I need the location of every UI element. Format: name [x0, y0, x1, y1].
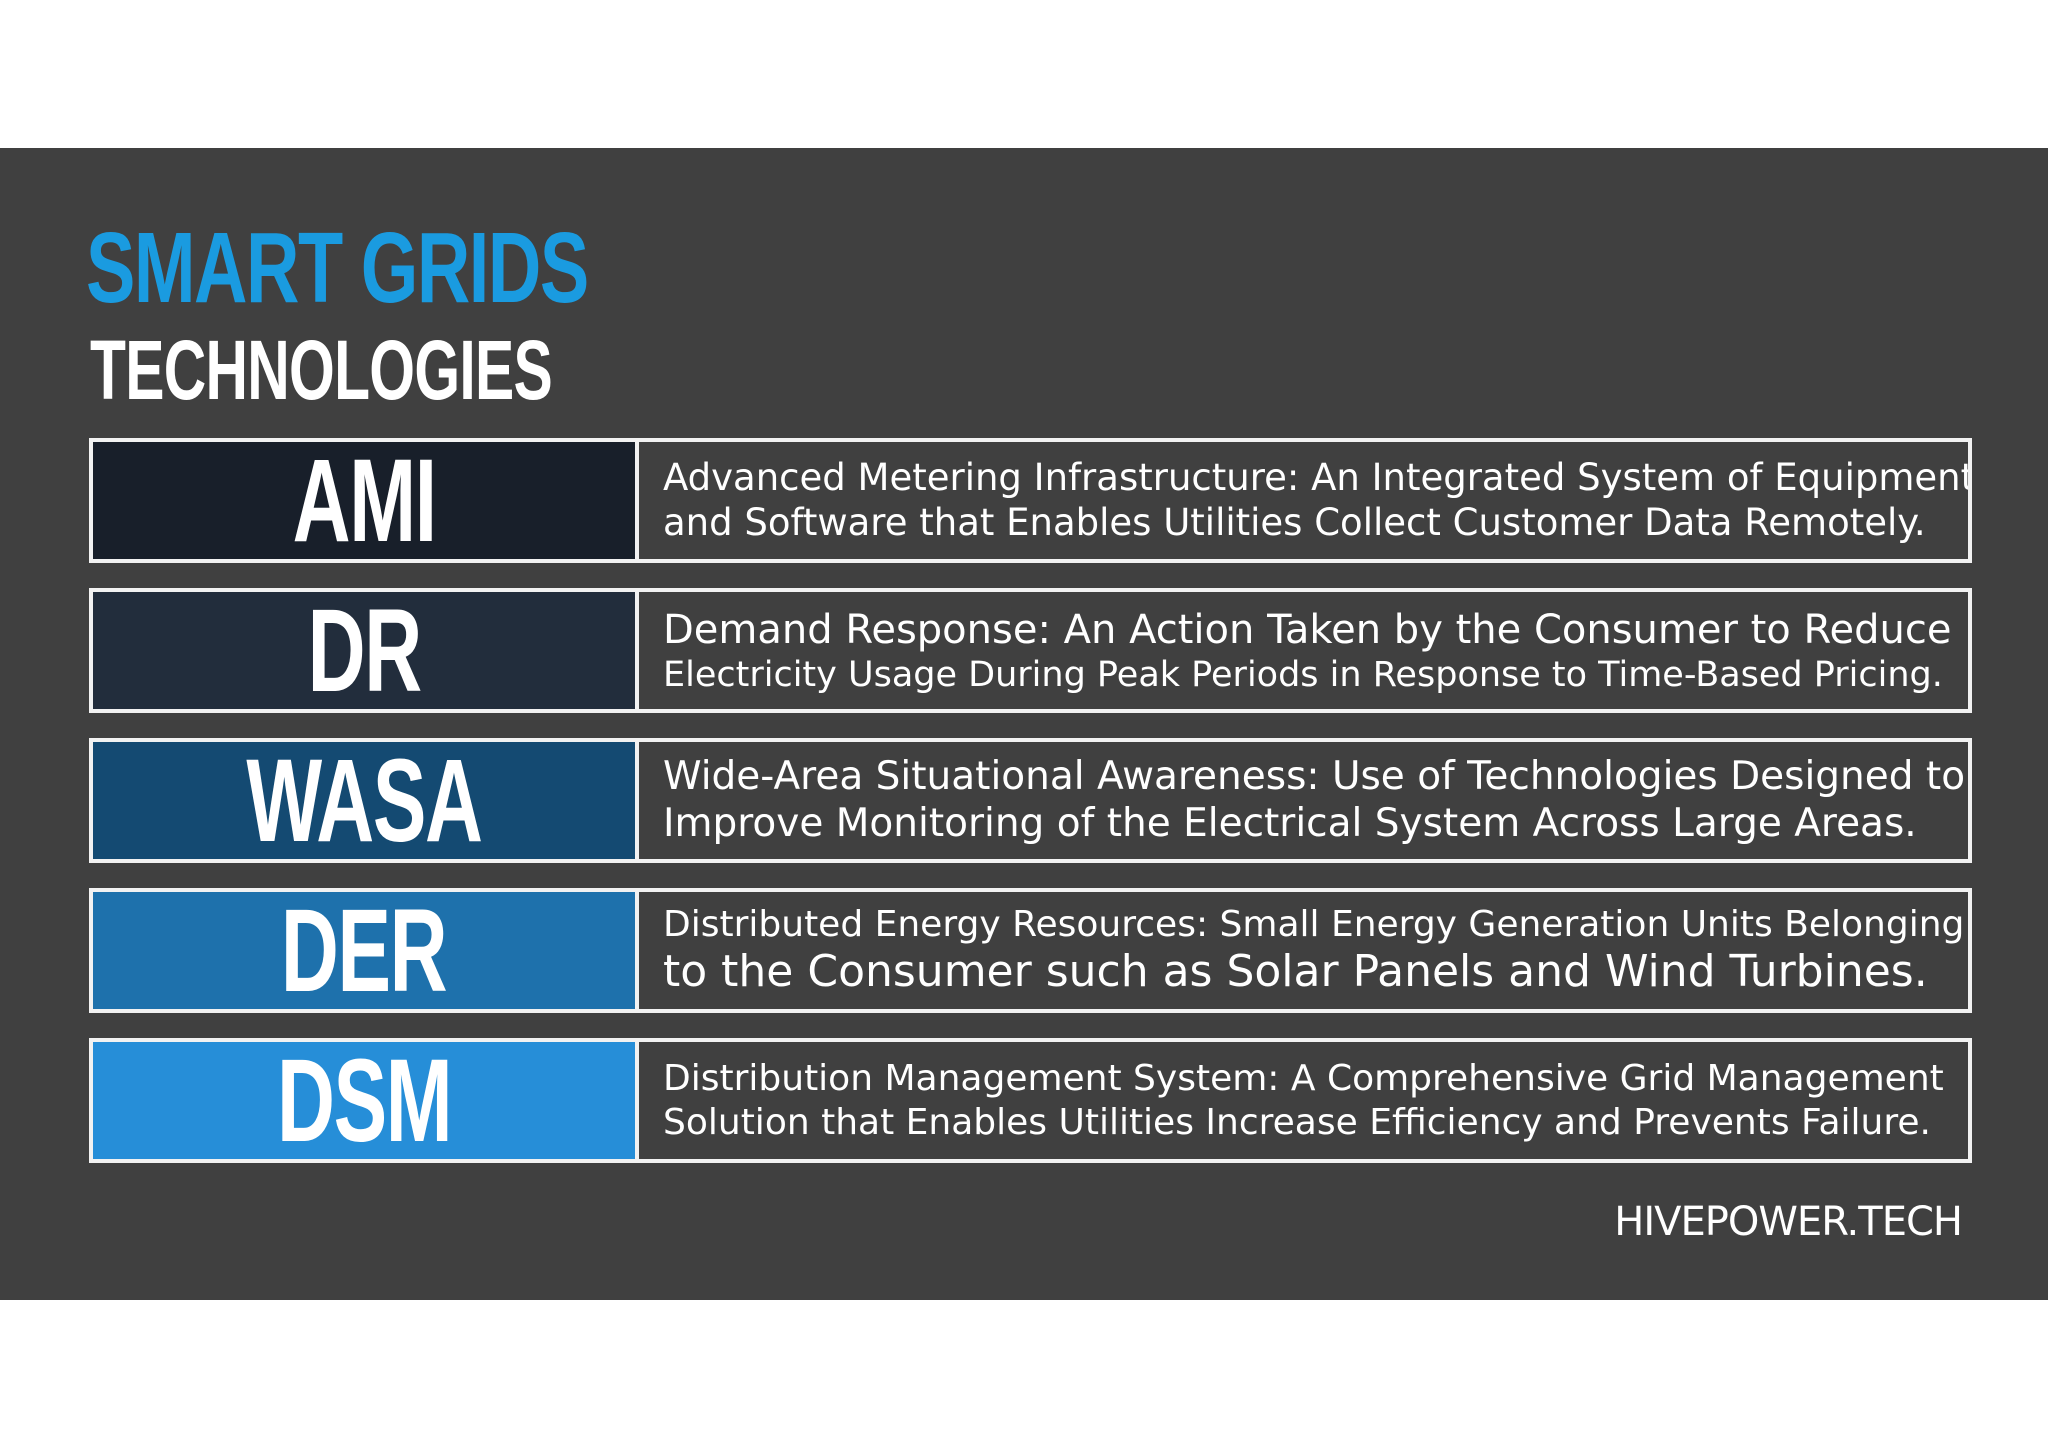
description-cell: Wide-Area Situational Awareness: Use of …	[639, 742, 1968, 859]
abbreviation-label: DER	[281, 892, 448, 1009]
description-line: Distribution Management System: A Compre…	[663, 1058, 1944, 1100]
page-subtitle: TECHNOLOGIES	[90, 323, 553, 417]
description-line: Advanced Metering Infrastructure: An Int…	[663, 456, 1968, 500]
description-cell: Distribution Management System: A Compre…	[639, 1042, 1968, 1159]
technology-row-dsm: DSM Distribution Management System: A Co…	[89, 1038, 1972, 1163]
abbreviation-label: AMI	[292, 442, 436, 559]
technology-row-wasa: WASA Wide-Area Situational Awareness: Us…	[89, 738, 1972, 863]
abbreviation-label: DR	[307, 592, 422, 709]
site-url: HIVEPOWER.TECH	[1614, 1199, 1963, 1245]
description-cell: Advanced Metering Infrastructure: An Int…	[639, 442, 1968, 559]
abbreviation-cell: AMI	[93, 442, 639, 559]
abbreviation-cell: DSM	[93, 1042, 639, 1159]
abbreviation-cell: DER	[93, 892, 639, 1009]
technology-row-ami: AMI Advanced Metering Infrastructure: An…	[89, 438, 1972, 563]
description-line: to the Consumer such as Solar Panels and…	[663, 945, 1928, 997]
description-line: and Software that Enables Utilities Coll…	[663, 500, 1926, 544]
infographic-panel: SMART GRIDS TECHNOLOGIES AMI Advanced Me…	[0, 148, 2048, 1300]
description-line: Solution that Enables Utilities Increase…	[663, 1101, 1931, 1143]
description-line: Demand Response: An Action Taken by the …	[663, 606, 1952, 653]
description-line: Electricity Usage During Peak Periods in…	[663, 654, 1943, 695]
description-line: Distributed Energy Resources: Small Ener…	[663, 903, 1965, 945]
abbreviation-label: WASA	[246, 742, 483, 859]
abbreviation-cell: WASA	[93, 742, 639, 859]
description-line: Wide-Area Situational Awareness: Use of …	[663, 753, 1966, 799]
description-line: Improve Monitoring of the Electrical Sys…	[663, 800, 1917, 846]
technology-row-der: DER Distributed Energy Resources: Small …	[89, 888, 1972, 1013]
abbreviation-cell: DR	[93, 592, 639, 709]
technology-row-dr: DR Demand Response: An Action Taken by t…	[89, 588, 1972, 713]
page-title: SMART GRIDS	[86, 212, 589, 324]
description-cell: Distributed Energy Resources: Small Ener…	[639, 892, 1968, 1009]
abbreviation-label: DSM	[276, 1042, 453, 1159]
description-cell: Demand Response: An Action Taken by the …	[639, 592, 1968, 709]
